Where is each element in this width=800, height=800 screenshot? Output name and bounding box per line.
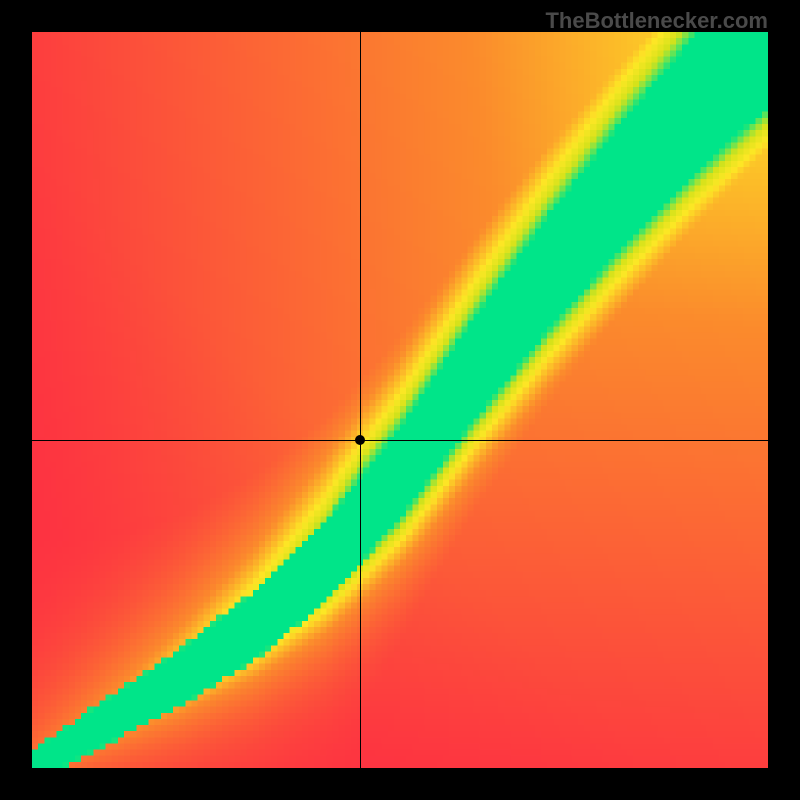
chart-plot-area xyxy=(32,32,768,768)
heatmap-canvas xyxy=(32,32,768,768)
marker-dot xyxy=(355,435,365,445)
watermark-text: TheBottlenecker.com xyxy=(545,8,768,34)
crosshair-horizontal xyxy=(32,440,768,441)
crosshair-vertical xyxy=(360,32,361,768)
